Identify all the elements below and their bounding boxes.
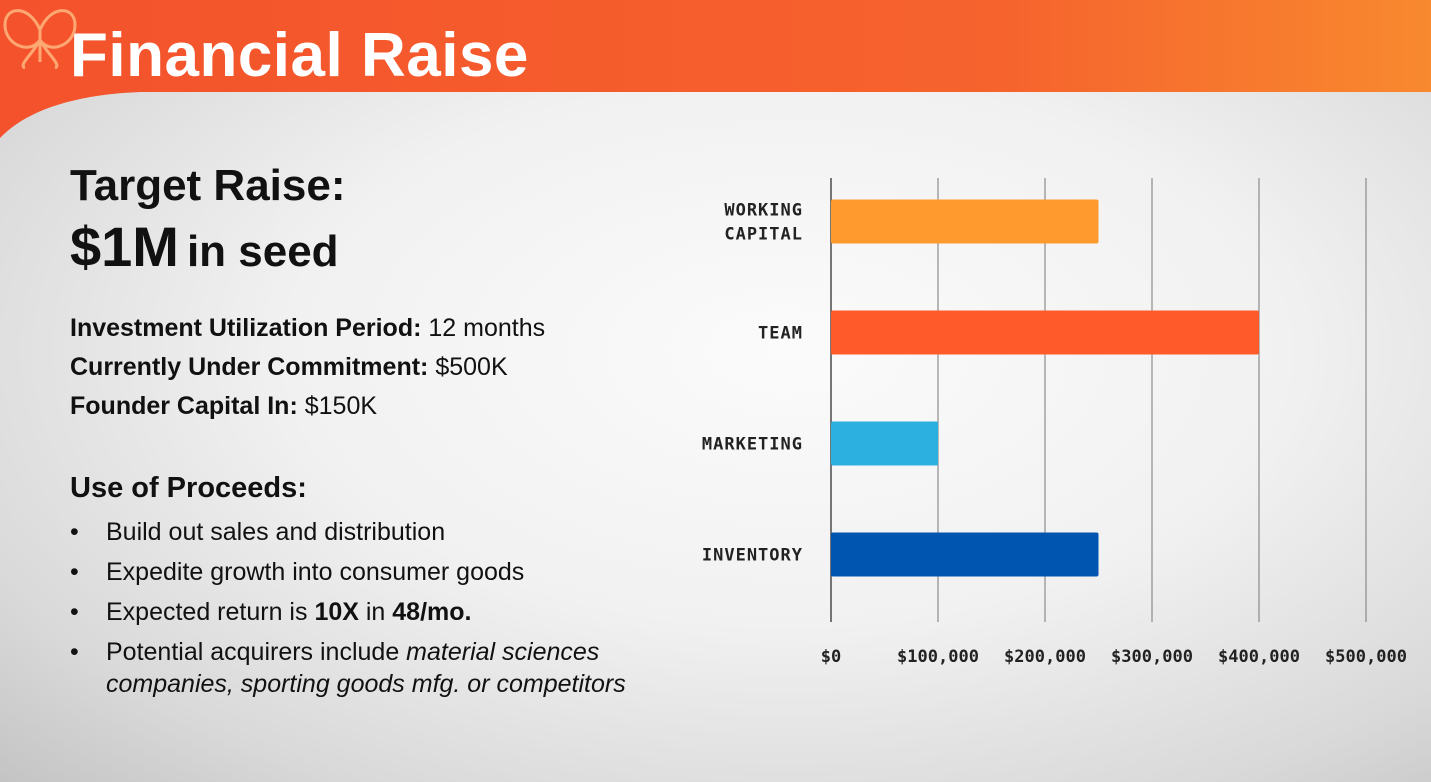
list-item: • Expected return is 10X in 48/mo. — [70, 598, 472, 626]
y-category-label: MARKETING — [702, 435, 803, 455]
chart-canvas: $0 $100,000 $200,000 $300,000 $400,000 $500,0… — [702, 178, 1407, 667]
bullet-icon: • — [70, 638, 79, 666]
bullet-icon: • — [70, 598, 79, 626]
use-of-proceeds-heading: Use of Proceeds: — [70, 472, 307, 504]
x-tick-label: $400,000 — [1218, 647, 1300, 667]
y-category-label: WORKING — [724, 201, 803, 221]
y-category-label: CAPITAL — [724, 225, 803, 245]
target-suffix: in seed — [186, 227, 339, 276]
list-item: • Expedite growth into consumer goods — [70, 558, 525, 586]
y-category-label: INVENTORY — [702, 546, 803, 566]
bar — [831, 310, 1259, 355]
target-amount: $1M — [70, 215, 179, 278]
fact-utilization-period: Investment Utilization Period: 12 months — [70, 314, 546, 342]
x-tick-label: $100,000 — [897, 647, 979, 667]
y-category-label: TEAM — [758, 324, 803, 344]
fact-founder-capital: Founder Capital In: $150K — [70, 392, 378, 420]
x-tick-label: $200,000 — [1004, 647, 1086, 667]
target-raise-label: Target Raise: — [70, 161, 346, 210]
bar — [831, 199, 1099, 244]
x-tick-label: $0 — [821, 647, 841, 667]
page-title: Financial Raise — [70, 21, 529, 90]
header-banner: Financial Raise — [0, 0, 1431, 140]
x-tick-label: $300,000 — [1111, 647, 1193, 667]
list-item: • Potential acquirers include material sc… — [70, 638, 626, 698]
fact-under-commitment: Currently Under Commitment: $500K — [70, 353, 508, 381]
bar — [831, 532, 1099, 577]
butterfly-logo-icon — [3, 9, 77, 70]
bullet-icon: • — [70, 558, 79, 586]
bar — [831, 421, 938, 466]
raise-summary: Target Raise: $1M in seed Investment Util… — [70, 160, 630, 708]
target-raise-value: $1M in seed — [70, 216, 630, 293]
raise-facts: Investment Utilization Period: 12 months… — [70, 309, 630, 426]
bullet-icon: • — [70, 518, 79, 546]
proceeds-bar-chart: $0 $100,000 $200,000 $300,000 $400,000 $500,0… — [690, 160, 1420, 680]
use-of-proceeds-list: • Build out sales and distribution • Exped… — [70, 516, 630, 700]
list-item: • Build out sales and distribution — [70, 518, 446, 546]
header-background — [0, 0, 1431, 138]
x-tick-label: $500,000 — [1325, 647, 1407, 667]
